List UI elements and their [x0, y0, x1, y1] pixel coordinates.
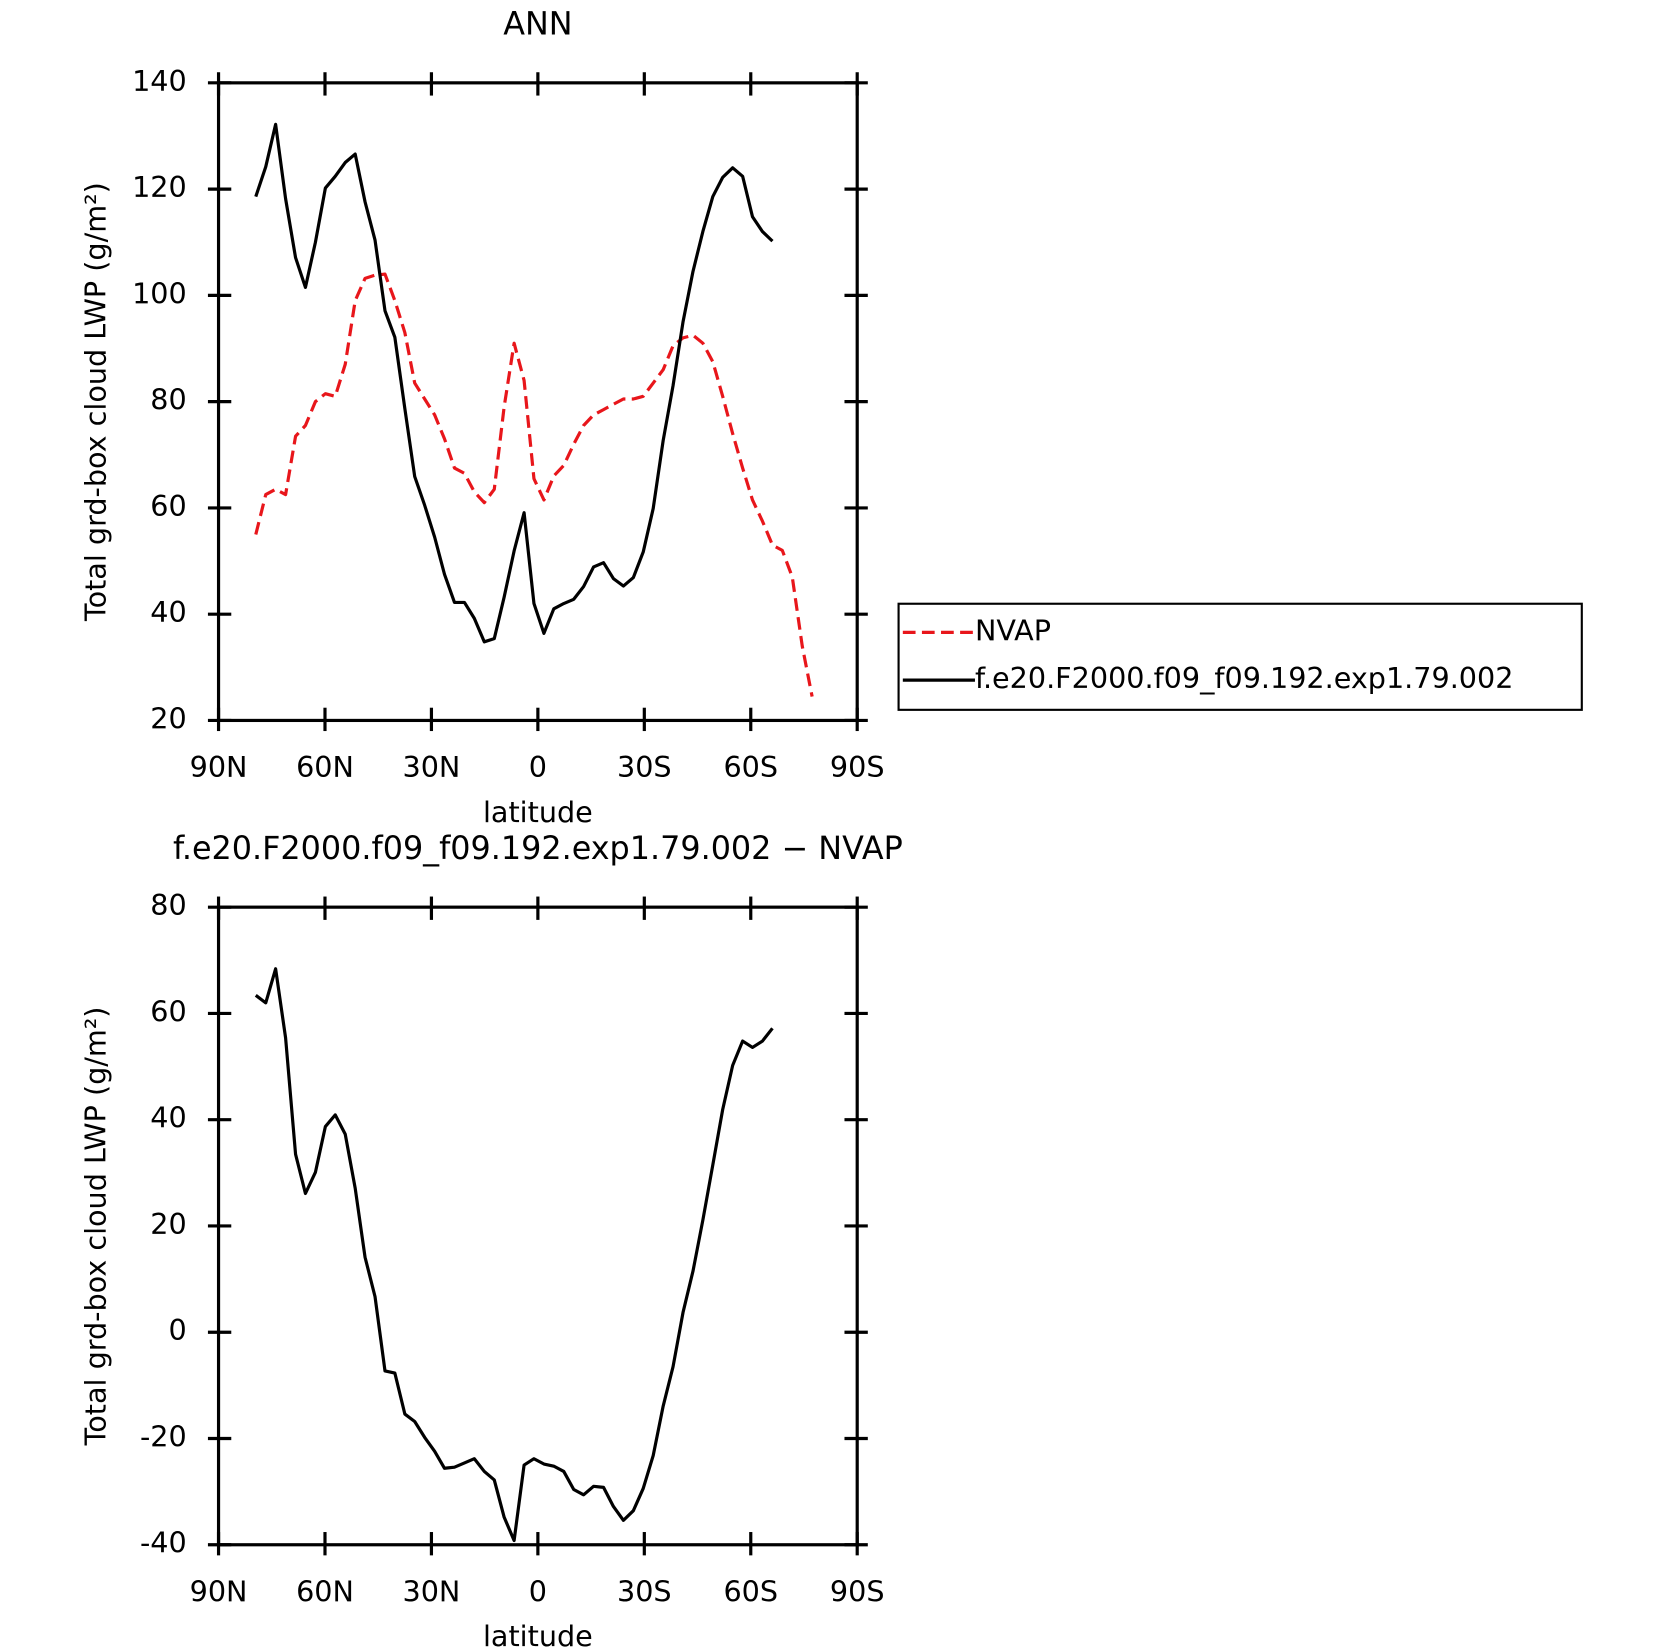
- chart-title: f.e20.F2000.f09_f09.192.exp1.79.002 − NV…: [173, 829, 903, 867]
- data-line: [254, 272, 814, 697]
- x-tick-label: 30S: [617, 750, 672, 784]
- y-tick-label: 20: [150, 701, 186, 735]
- y-tick-label: 20: [150, 1207, 186, 1241]
- y-axis-label: Total grd-box cloud LWP (g/m²): [79, 1007, 113, 1447]
- x-tick-label: 0: [529, 1575, 547, 1609]
- x-axis-label: latitude: [483, 1619, 593, 1652]
- x-axis-label: latitude: [483, 795, 593, 829]
- data-line: [254, 967, 774, 1543]
- y-tick-label: 100: [132, 276, 187, 310]
- plot-frame: [216, 905, 859, 1547]
- y-tick-label: 40: [150, 595, 186, 629]
- x-tick-label: 90S: [830, 750, 885, 784]
- y-tick-label: 80: [150, 888, 186, 922]
- y-tick-label: 60: [150, 489, 186, 523]
- data-line: [254, 122, 774, 644]
- x-tick-label: 60N: [296, 750, 354, 784]
- y-tick-label: 120: [132, 170, 187, 204]
- x-tick-label: 60S: [723, 750, 778, 784]
- x-tick-label: 90N: [190, 750, 248, 784]
- y-tick-label: 0: [168, 1313, 186, 1347]
- x-tick-label: 30N: [403, 1575, 461, 1609]
- y-axis-label: Total grd-box cloud LWP (g/m²): [79, 182, 113, 622]
- x-tick-label: 90S: [830, 1575, 885, 1609]
- chart-title: ANN: [503, 5, 572, 43]
- y-tick-label: 140: [132, 64, 187, 98]
- x-tick-label: 90N: [190, 1575, 248, 1609]
- x-tick-label: 30S: [617, 1575, 672, 1609]
- x-tick-label: 30N: [403, 750, 461, 784]
- y-tick-label: -20: [140, 1419, 187, 1453]
- x-tick-label: 60S: [723, 1575, 778, 1609]
- y-tick-label: -40: [140, 1526, 187, 1560]
- legend-box: [897, 602, 1583, 711]
- x-tick-label: 0: [529, 750, 547, 784]
- legend-label: NVAP: [975, 613, 1051, 647]
- y-tick-label: 80: [150, 383, 186, 417]
- x-tick-label: 60N: [296, 1575, 354, 1609]
- legend-label: f.e20.F2000.f09_f09.192.exp1.79.002: [975, 661, 1513, 695]
- y-tick-label: 60: [150, 994, 186, 1028]
- y-tick-label: 40: [150, 1101, 186, 1135]
